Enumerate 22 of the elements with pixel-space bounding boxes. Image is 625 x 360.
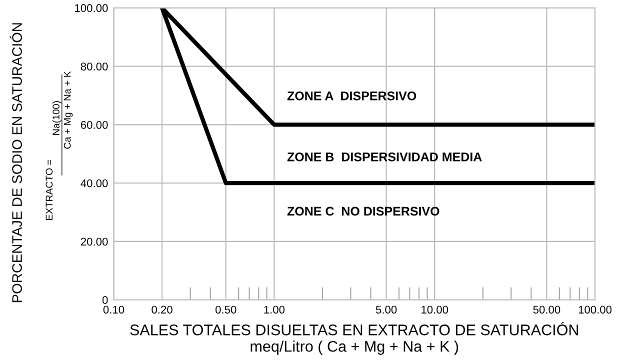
annotation: ZONE B DISPERSIVIDAD MEDIA bbox=[287, 152, 482, 162]
text: Na(100) bbox=[52, 101, 62, 135]
x-tick-label: 0.10 bbox=[103, 306, 124, 314]
x-tick-label: 1.00 bbox=[264, 306, 285, 314]
y-tick-label: 0 bbox=[102, 296, 108, 304]
x-tick-label: 50.00 bbox=[533, 306, 560, 314]
y-tick-label: 100.00 bbox=[75, 4, 108, 12]
annotation: ZONE A DISPERSIVO bbox=[287, 91, 416, 100]
y-tick-label: 40.00 bbox=[80, 179, 108, 188]
y-tick-label: 80.00 bbox=[80, 62, 108, 70]
x-tick-label: 5.00 bbox=[376, 306, 397, 314]
y-axis-title: PORCENTAJE DE SODIO EN SATURACIÓN bbox=[10, 23, 22, 302]
text: Ca + Mg + Na + K bbox=[64, 71, 73, 149]
x-tick-label: 10.00 bbox=[422, 306, 448, 314]
x-tick-label: 0.50 bbox=[216, 306, 236, 314]
x-axis-title: SALES TOTALES DISUELTAS EN EXTRACTO DE SATURACIÓN meq/Litro ( Ca + Mg + Na + K ) bbox=[130, 322, 578, 355]
y-tick-label: 20.00 bbox=[80, 238, 108, 246]
x-tick-label: 0.20 bbox=[152, 306, 172, 314]
y-tick-label: 60.00 bbox=[80, 120, 108, 129]
text: EXTRACTO = bbox=[46, 160, 53, 220]
annotation: ZONE C NO DISPERSIVO bbox=[287, 206, 440, 216]
x-tick-label: 100.00 bbox=[578, 306, 612, 314]
